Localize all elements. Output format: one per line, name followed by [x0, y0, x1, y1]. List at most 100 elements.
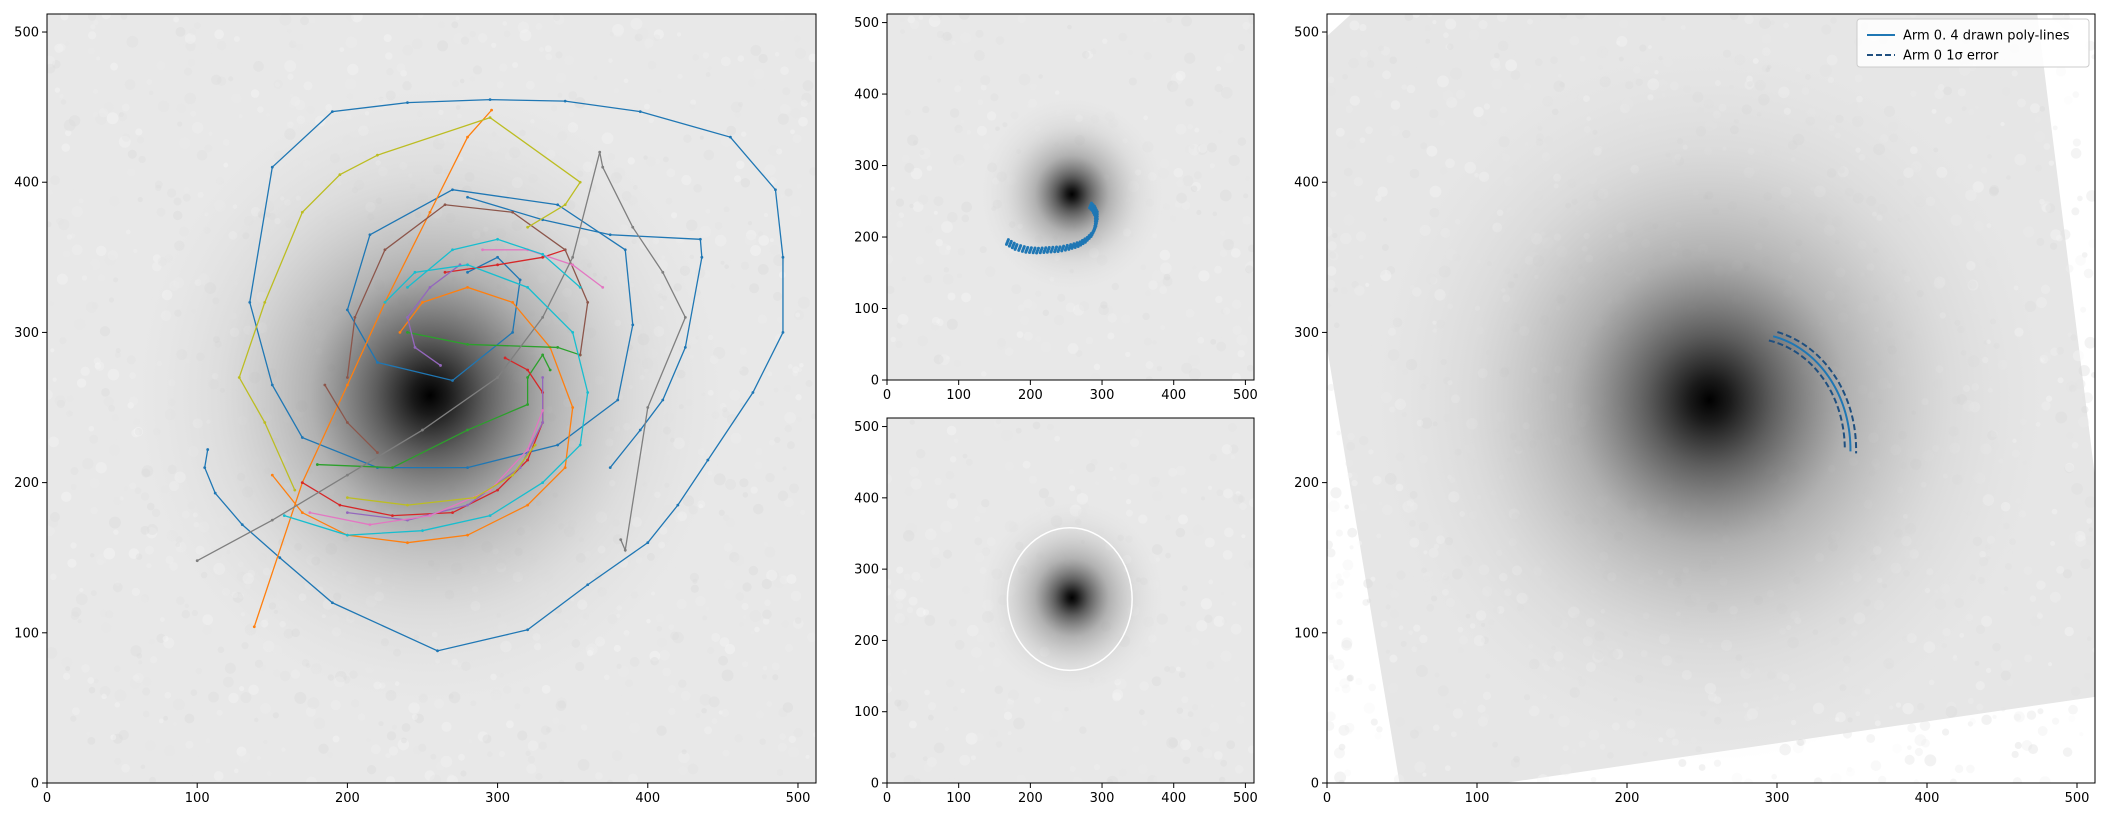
- poly-line-vertex: [308, 511, 312, 515]
- x-tick-label: 300: [1090, 388, 1115, 403]
- arm-point: [1083, 237, 1087, 241]
- arm-point: [1026, 246, 1030, 250]
- arm-point: [1095, 212, 1099, 216]
- y-tick-label: 200: [14, 476, 39, 491]
- deprojected-panel: 0 100 200 300 400 500 0 100 200 300 400 500: [1294, 13, 2096, 806]
- y-tick-label: 100: [854, 302, 879, 317]
- poly-line-vertex: [683, 346, 687, 349]
- arm-point: [1036, 246, 1040, 250]
- y-tick-label: 500: [1294, 26, 1319, 41]
- axes-frame: [886, 13, 1255, 381]
- poly-line-vertex: [586, 583, 590, 587]
- poly-line-vertex: [443, 270, 447, 274]
- poly-line-vertex: [511, 473, 515, 477]
- poly-line-vertex: [728, 135, 732, 139]
- poly-line-vertex: [556, 346, 560, 349]
- poly-line-vertex: [338, 173, 342, 177]
- drawn-poly-line: [444, 249, 566, 273]
- poly-line-vertex: [496, 255, 499, 259]
- poly-line-vertex: [578, 180, 582, 184]
- poly-line-vertex: [541, 409, 545, 412]
- arm-point: [1051, 245, 1055, 249]
- poly-line-vertex: [601, 285, 605, 289]
- poly-line-vertex: [278, 556, 282, 560]
- arm-point: [1015, 243, 1019, 247]
- poly-line-vertex: [473, 496, 477, 500]
- x-tick-label: 200: [1018, 791, 1043, 806]
- poly-line-vertex: [345, 421, 349, 424]
- poly-line-vertex: [376, 153, 379, 157]
- ellipse-fit-panel: 0 100 200 300 400 500 0 100 200 300 400 500: [854, 417, 1258, 806]
- poly-line-vertex: [503, 356, 507, 360]
- poly-line-vertex: [406, 101, 409, 105]
- poly-line-vertex: [466, 135, 469, 139]
- x-tick-label: 200: [335, 791, 360, 806]
- poly-line-vertex: [571, 406, 575, 409]
- axes-frame: [1326, 13, 2096, 784]
- y-tick-label: 300: [14, 326, 39, 341]
- x-tick-label: 300: [485, 791, 510, 806]
- poly-line-vertex: [578, 285, 582, 289]
- y-tick-label: 400: [854, 491, 879, 506]
- legend-label: Arm 0 1σ error: [1903, 49, 1999, 64]
- galaxy-image: [47, 14, 816, 783]
- poly-line-vertex: [586, 300, 590, 304]
- poly-line-vertex: [608, 466, 612, 469]
- poly-line-vertex: [300, 210, 304, 214]
- poly-line-vertex: [631, 225, 635, 229]
- poly-line-vertex: [619, 538, 623, 542]
- poly-line-vertex: [586, 391, 590, 394]
- drawn-poly-line: [407, 331, 581, 356]
- poly-line-vertex: [282, 514, 286, 518]
- poly-line-vertex: [345, 511, 349, 515]
- poly-line-vertex: [578, 353, 582, 357]
- poly-line-vertex: [556, 443, 560, 447]
- poly-line-vertex: [368, 523, 372, 527]
- poly-line-vertex: [526, 503, 530, 507]
- y-tick-label: 300: [854, 563, 879, 578]
- poly-line-vertex: [406, 331, 409, 334]
- poly-line-vertex: [240, 523, 244, 527]
- poly-line-vertex: [406, 541, 409, 545]
- arm-point: [1078, 240, 1082, 244]
- drawn-poly-line: [346, 204, 589, 378]
- poly-line-vertex: [237, 376, 241, 379]
- poly-line-vertex: [413, 270, 417, 274]
- poly-line-vertex: [270, 518, 274, 522]
- poly-line-vertex: [526, 448, 530, 451]
- poly-line-vertex: [623, 248, 627, 252]
- x-tick-label: 0: [1323, 791, 1331, 806]
- poly-line-vertex: [526, 458, 530, 462]
- poly-line-vertex: [541, 252, 545, 256]
- poly-line-vertex: [270, 473, 274, 477]
- poly-line-vertex: [293, 488, 297, 492]
- poly-line-vertex: [578, 443, 582, 447]
- poly-line-vertex: [413, 346, 417, 349]
- poly-line-vertex: [571, 255, 575, 259]
- poly-line-vertex: [466, 343, 469, 346]
- y-tick-label: 100: [14, 626, 39, 641]
- x-tick-label: 500: [786, 791, 811, 806]
- y-tick-label: 100: [1294, 626, 1319, 641]
- drawn-poly-line: [284, 264, 589, 536]
- arm-point: [1033, 246, 1037, 250]
- poly-line-vertex: [466, 263, 469, 267]
- arm-point: [1095, 219, 1099, 223]
- poly-line-vertex: [541, 481, 545, 485]
- poly-line-vertex: [511, 331, 515, 334]
- poly-line-vertex: [781, 255, 785, 259]
- poly-line-vertex: [526, 628, 530, 632]
- arm-point: [1047, 246, 1051, 250]
- poly-line-vertex: [466, 428, 469, 432]
- x-tick-label: 400: [635, 791, 660, 806]
- legend-label: Arm 0. 4 drawn poly-lines: [1903, 29, 2070, 44]
- axes-frame: [46, 13, 817, 784]
- poly-line-vertex: [526, 403, 530, 406]
- y-tick-label: 400: [854, 88, 879, 103]
- poly-line-vertex: [751, 391, 755, 394]
- poly-line-vertex: [511, 210, 515, 214]
- poly-line-vertex: [518, 278, 522, 282]
- poly-line-vertex: [488, 514, 492, 518]
- arm-point: [1095, 217, 1099, 221]
- poly-line-vertex: [428, 210, 432, 214]
